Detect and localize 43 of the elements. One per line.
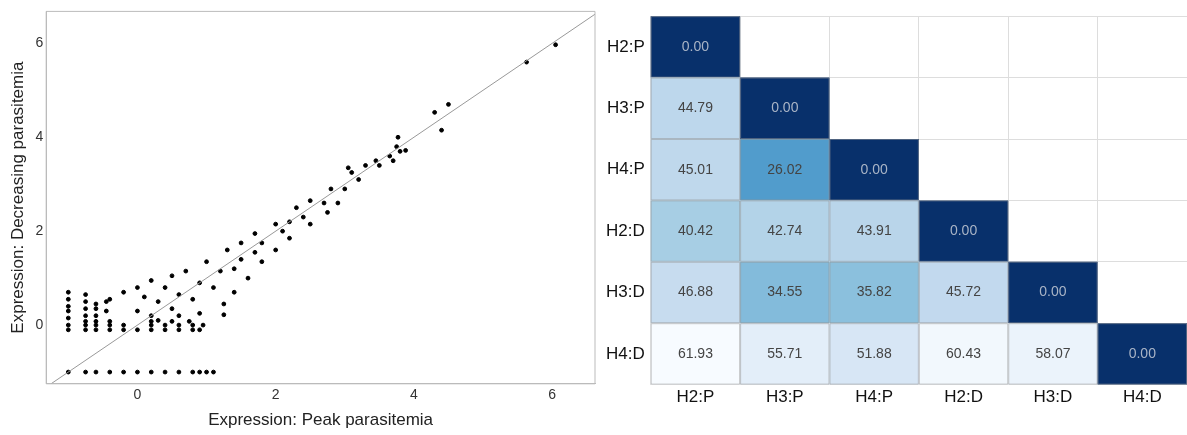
- y-tick-label: H3:D: [606, 282, 645, 302]
- data-label: 40.42: [677, 221, 714, 238]
- data-label: 0.00: [681, 37, 710, 54]
- y-tick-label: H3:P: [606, 97, 645, 117]
- data-label: 43.91: [856, 221, 892, 238]
- y-tick-label: 0: [35, 315, 44, 332]
- data-label: 51.88: [856, 344, 892, 361]
- x-tick-label: H4:D: [1122, 387, 1162, 407]
- data-label: 0.00: [1128, 344, 1157, 361]
- y-tick-label: 2: [35, 222, 44, 239]
- x-tick-label: 6: [548, 386, 557, 403]
- x-tick-label: H3:P: [765, 387, 804, 407]
- x-tick-label: H4:P: [855, 387, 894, 407]
- data-label: 45.72: [946, 283, 982, 300]
- data-label: 0.00: [771, 99, 799, 116]
- data-label: 58.07: [1035, 344, 1071, 361]
- y-tick-label: H4:D: [606, 343, 645, 363]
- data-label: 60.43: [946, 344, 982, 361]
- data-label: 44.79: [677, 99, 714, 116]
- x-tick-label: H2:D: [944, 387, 983, 407]
- y-tick-label: H4:P: [606, 159, 645, 179]
- data-label: 45.01: [677, 160, 714, 177]
- data-label: 61.93: [677, 344, 714, 361]
- y-tick-label: 4: [35, 128, 44, 145]
- y-axis-title: Expression: Decreasing parasitemia: [7, 60, 27, 334]
- x-axis-title: Expression: Peak parasitemia: [208, 410, 434, 430]
- x-tick-label: H2:P: [676, 387, 715, 407]
- y-tick-label: 6: [35, 34, 44, 51]
- data-label: 35.82: [856, 283, 892, 300]
- y-tick-label: H2:D: [606, 220, 645, 240]
- x-tick-label: H3:D: [1033, 387, 1073, 407]
- x-tick-label: 2: [271, 386, 280, 403]
- x-tick-label: 0: [133, 386, 142, 403]
- data-label: 0.00: [860, 160, 889, 177]
- data-label: 42.74: [767, 221, 803, 238]
- y-tick-label: H2:P: [606, 36, 645, 56]
- x-tick-label: 4: [410, 386, 419, 403]
- data-label: 0.00: [949, 221, 978, 238]
- data-label: 0.00: [1039, 283, 1067, 300]
- data-label: 46.88: [677, 283, 714, 300]
- data-label: 55.71: [767, 344, 803, 361]
- data-label: 34.55: [767, 283, 803, 300]
- data-label: 26.02: [767, 160, 803, 177]
